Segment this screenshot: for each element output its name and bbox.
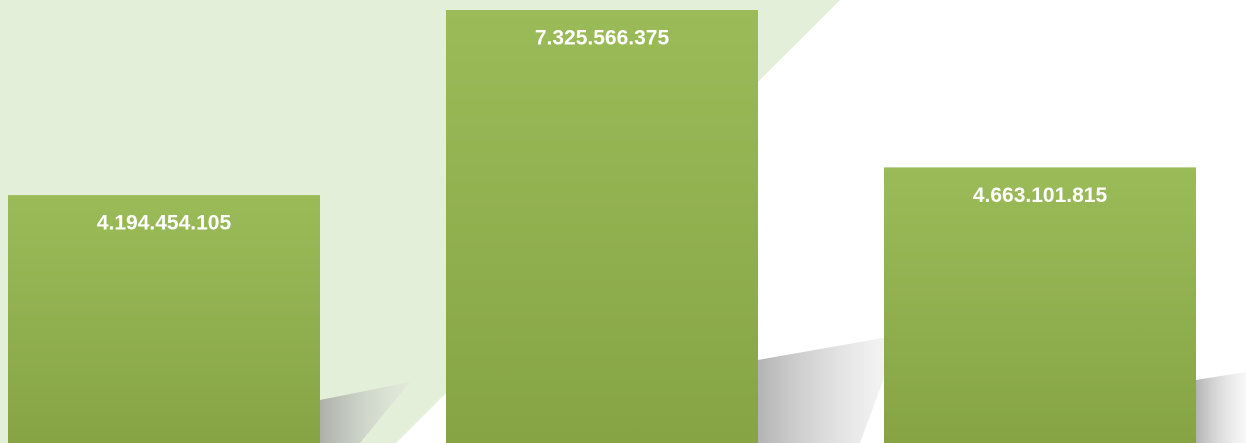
data-label: 7.325.566.375 (535, 27, 670, 50)
bar (884, 167, 1196, 443)
bar (8, 195, 320, 443)
data-label: 4.663.101.815 (973, 184, 1108, 207)
bar-shadow (758, 335, 900, 443)
bar-shadow (1196, 372, 1246, 443)
data-label: 4.194.454.105 (97, 212, 232, 235)
bar (446, 10, 758, 443)
bar-shadow (320, 382, 410, 443)
